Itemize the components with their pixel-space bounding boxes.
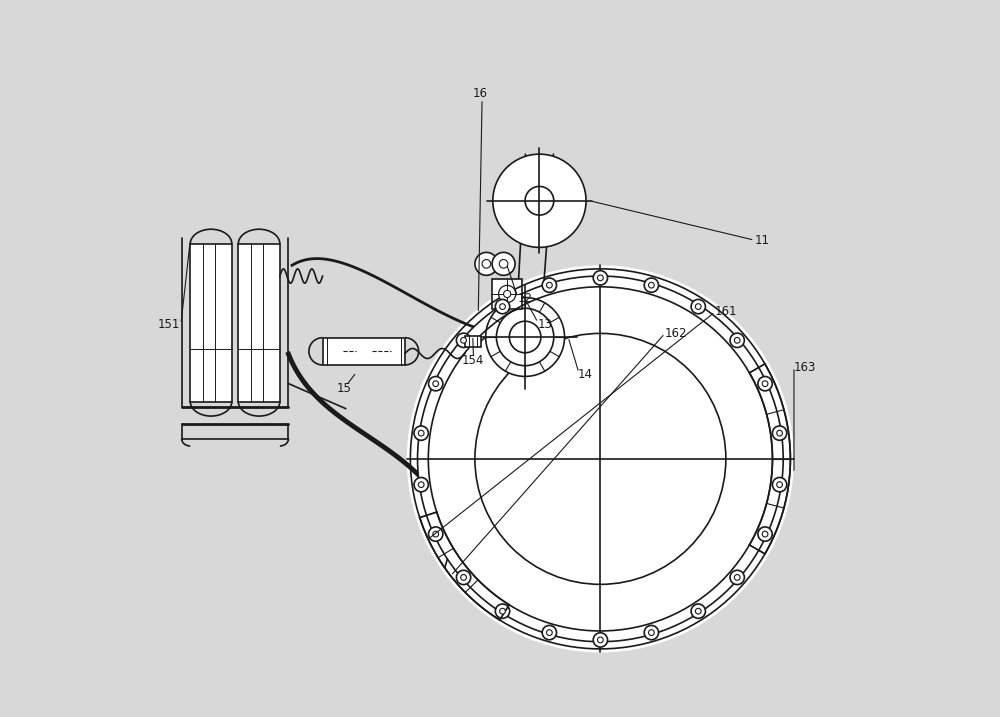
Bar xyxy=(323,338,405,365)
Circle shape xyxy=(492,252,515,275)
Circle shape xyxy=(762,531,768,537)
Circle shape xyxy=(482,260,491,268)
Circle shape xyxy=(429,376,443,391)
Circle shape xyxy=(418,430,424,436)
Circle shape xyxy=(433,381,439,386)
Circle shape xyxy=(461,574,466,580)
Circle shape xyxy=(730,570,744,584)
Text: 15: 15 xyxy=(337,382,351,395)
Text: 154: 154 xyxy=(461,354,484,367)
Circle shape xyxy=(499,285,516,303)
Circle shape xyxy=(500,304,505,310)
Circle shape xyxy=(547,630,552,635)
Circle shape xyxy=(456,333,471,348)
Text: 162: 162 xyxy=(665,327,687,340)
Circle shape xyxy=(758,376,772,391)
Text: 163: 163 xyxy=(794,361,816,374)
Circle shape xyxy=(542,625,557,640)
Circle shape xyxy=(772,426,787,440)
Bar xyxy=(323,338,405,365)
Circle shape xyxy=(734,338,740,343)
Circle shape xyxy=(504,290,511,298)
Circle shape xyxy=(730,333,744,348)
Circle shape xyxy=(777,482,782,488)
Circle shape xyxy=(598,637,603,643)
Circle shape xyxy=(486,298,565,376)
Text: 161: 161 xyxy=(715,305,738,318)
Circle shape xyxy=(433,531,439,537)
Text: 14: 14 xyxy=(577,369,592,381)
Text: 151: 151 xyxy=(157,318,180,331)
Circle shape xyxy=(777,430,782,436)
Text: 16: 16 xyxy=(473,87,488,100)
Circle shape xyxy=(418,482,424,488)
Circle shape xyxy=(496,308,554,366)
Bar xyxy=(190,244,232,402)
Circle shape xyxy=(477,289,573,385)
Circle shape xyxy=(649,630,654,635)
Bar xyxy=(238,244,280,402)
Circle shape xyxy=(500,608,505,614)
Circle shape xyxy=(691,300,705,314)
Circle shape xyxy=(475,252,498,275)
Circle shape xyxy=(414,426,428,440)
Circle shape xyxy=(598,275,603,280)
Circle shape xyxy=(509,321,541,353)
Circle shape xyxy=(593,270,608,285)
Circle shape xyxy=(418,276,783,642)
Circle shape xyxy=(495,604,510,618)
Circle shape xyxy=(407,265,794,652)
Circle shape xyxy=(429,527,443,541)
Circle shape xyxy=(758,527,772,541)
Circle shape xyxy=(644,625,659,640)
Circle shape xyxy=(495,300,510,314)
Circle shape xyxy=(691,604,705,618)
Circle shape xyxy=(593,633,608,647)
Circle shape xyxy=(499,260,508,268)
Circle shape xyxy=(649,282,654,288)
Circle shape xyxy=(695,304,701,310)
Bar xyxy=(465,336,481,347)
Text: 13: 13 xyxy=(537,318,552,331)
Text: 11: 11 xyxy=(755,234,770,247)
Circle shape xyxy=(493,154,586,247)
Circle shape xyxy=(734,574,740,580)
Bar xyxy=(492,279,522,309)
Circle shape xyxy=(542,278,557,293)
Circle shape xyxy=(456,570,471,584)
Circle shape xyxy=(644,278,659,293)
Circle shape xyxy=(525,186,554,215)
Circle shape xyxy=(695,608,701,614)
Circle shape xyxy=(762,381,768,386)
Circle shape xyxy=(461,338,466,343)
Circle shape xyxy=(772,478,787,492)
Circle shape xyxy=(475,333,726,584)
Circle shape xyxy=(414,478,428,492)
Circle shape xyxy=(547,282,552,288)
Text: 12: 12 xyxy=(517,293,532,305)
